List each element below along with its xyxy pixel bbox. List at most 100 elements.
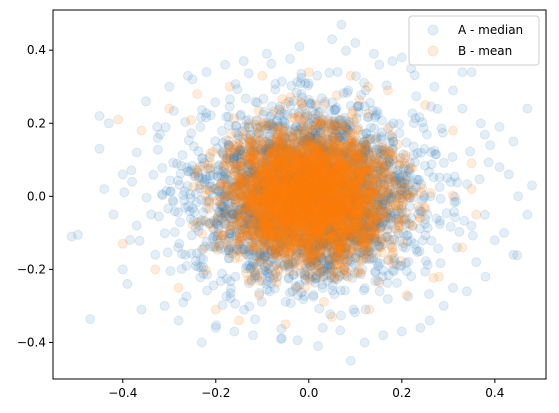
data-point (318, 224, 329, 235)
data-point (420, 266, 431, 277)
data-point (522, 209, 533, 220)
data-point (349, 198, 359, 208)
data-point (305, 210, 316, 221)
data-point (220, 245, 231, 256)
data-point (258, 237, 269, 248)
data-point (288, 108, 299, 119)
data-point (254, 184, 265, 195)
data-point (367, 105, 378, 116)
data-point (286, 184, 297, 195)
data-point (317, 163, 328, 174)
data-point (305, 226, 315, 237)
data-point (175, 217, 185, 228)
data-point (475, 118, 486, 129)
data-point (350, 252, 361, 263)
data-point (278, 170, 289, 181)
data-point (162, 247, 173, 258)
data-point (274, 229, 285, 240)
data-point (363, 166, 374, 176)
data-point (298, 137, 309, 148)
data-point (374, 286, 385, 297)
data-point (345, 232, 356, 243)
data-point (310, 184, 320, 195)
data-point (289, 176, 300, 187)
data-point (335, 179, 346, 190)
data-point (372, 257, 383, 268)
data-point (280, 210, 291, 221)
data-point (384, 137, 395, 148)
data-point (426, 235, 437, 246)
data-point (354, 197, 365, 208)
data-point (329, 289, 340, 300)
data-point (305, 141, 316, 152)
data-point (182, 180, 193, 191)
data-point (286, 80, 297, 91)
data-point (363, 108, 374, 119)
data-point (283, 216, 294, 227)
data-point (299, 227, 310, 238)
data-point (276, 206, 286, 217)
data-point (157, 190, 168, 201)
data-point (405, 236, 416, 246)
data-point (358, 233, 369, 244)
data-point (204, 218, 215, 229)
data-point (376, 236, 387, 247)
data-point (297, 182, 308, 193)
data-point (324, 67, 335, 78)
data-point (238, 56, 249, 67)
data-point (304, 193, 315, 204)
data-point (243, 118, 254, 129)
data-point (306, 169, 317, 180)
data-point (313, 341, 324, 352)
data-point (216, 199, 227, 210)
data-point (261, 48, 272, 59)
data-point (305, 228, 316, 239)
data-point (240, 203, 251, 214)
data-point (285, 53, 296, 64)
data-point (270, 84, 281, 95)
data-point (457, 67, 468, 78)
data-point (328, 185, 339, 196)
data-point (345, 355, 356, 366)
data-point (168, 196, 179, 207)
data-point (292, 141, 303, 152)
data-point (387, 56, 398, 67)
data-point (236, 175, 247, 185)
data-point (250, 314, 261, 325)
data-point (288, 177, 299, 188)
data-point (235, 166, 246, 177)
data-point (322, 276, 333, 287)
data-point (344, 236, 355, 247)
data-point (527, 180, 537, 191)
data-point (331, 200, 342, 211)
data-point (278, 126, 289, 137)
data-point (279, 117, 290, 128)
data-point (255, 248, 266, 259)
data-point (363, 245, 374, 256)
data-point (424, 167, 434, 177)
data-point (283, 207, 294, 218)
data-point (331, 235, 342, 246)
data-point (272, 194, 283, 205)
data-point (408, 150, 419, 161)
data-point (331, 144, 342, 155)
data-point (281, 178, 291, 189)
data-point (235, 213, 246, 223)
data-point (305, 181, 316, 192)
data-point (229, 326, 240, 337)
data-point (239, 304, 249, 315)
data-point (362, 180, 373, 191)
data-point (317, 179, 328, 190)
data-point (275, 229, 286, 240)
data-point (334, 115, 345, 126)
data-point (374, 59, 385, 70)
data-point (311, 133, 322, 144)
data-point (234, 153, 245, 164)
data-point (317, 153, 328, 164)
data-point (119, 187, 130, 198)
data-point (275, 163, 286, 174)
data-point (299, 185, 310, 196)
data-point (421, 256, 431, 267)
data-point (294, 218, 305, 228)
data-point (359, 214, 369, 224)
